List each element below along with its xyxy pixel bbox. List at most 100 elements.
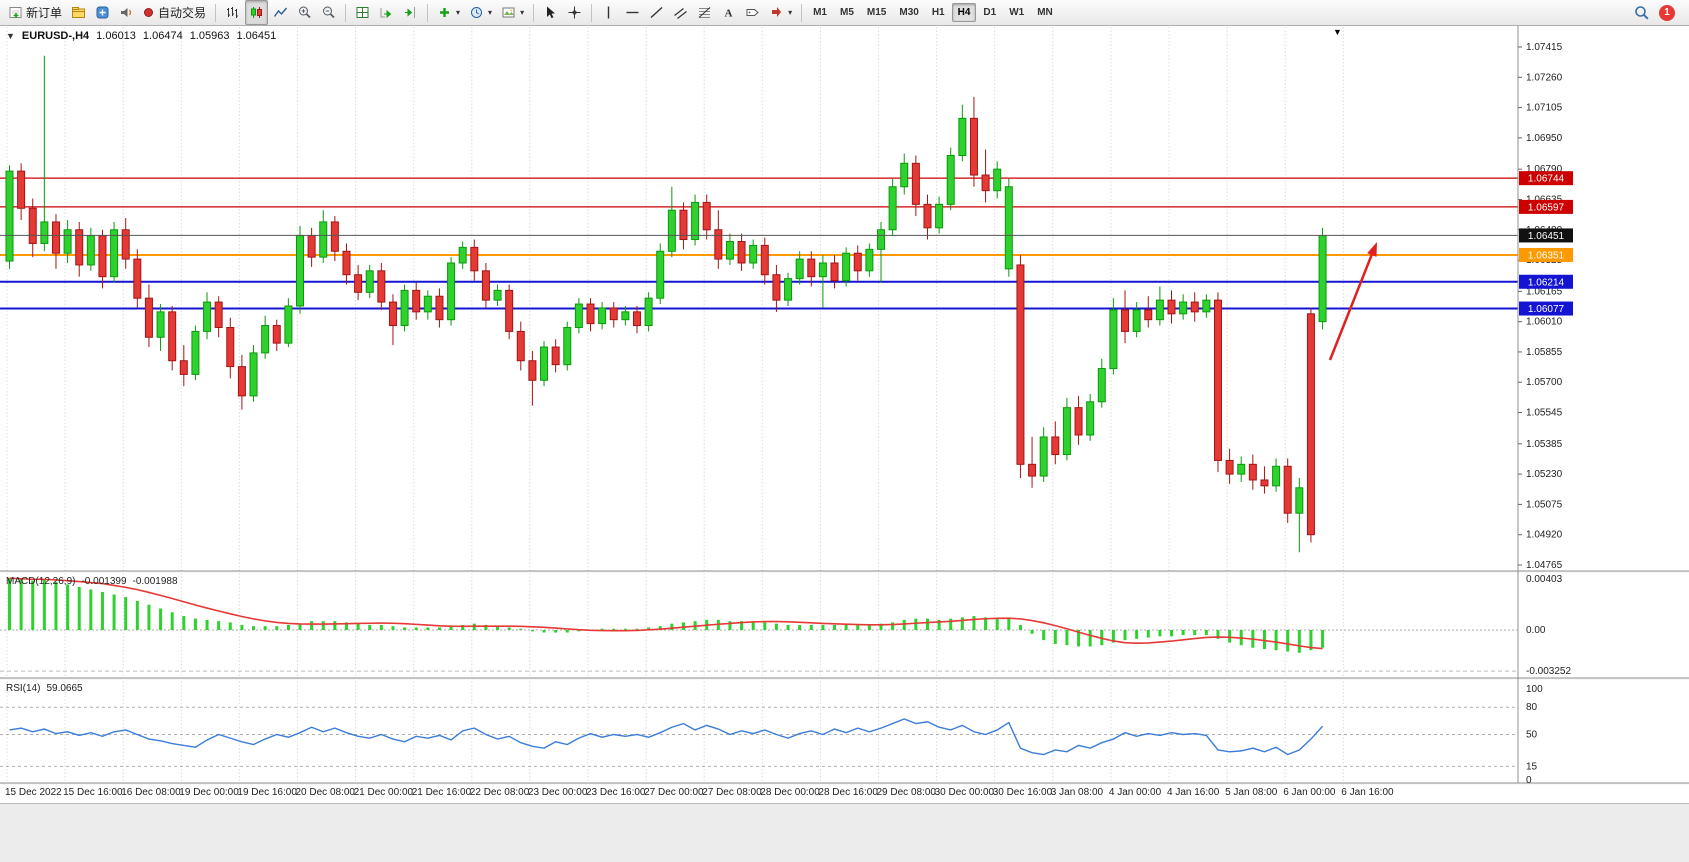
template-button[interactable]: ▾ <box>497 0 528 25</box>
metaeditor-button[interactable] <box>91 0 114 25</box>
chevron-down-icon: ▾ <box>456 8 461 17</box>
time-axis-label: 16 Dec 08:00 <box>121 787 181 798</box>
toolbar-separator <box>533 3 535 22</box>
text-label-button[interactable] <box>741 0 764 25</box>
price-chart[interactable]: 1.074151.072601.071051.069501.067901.066… <box>0 26 1689 803</box>
cursor-icon <box>547 6 556 19</box>
zoom-in-icon <box>299 6 311 19</box>
channel-button[interactable] <box>669 0 692 25</box>
candles-chart-button[interactable] <box>245 0 269 25</box>
notification-badge[interactable]: 1 <box>1659 4 1675 21</box>
svg-text:1.06744: 1.06744 <box>1528 174 1565 185</box>
text-button[interactable]: A <box>717 0 740 25</box>
svg-text:0.00403: 0.00403 <box>1526 574 1563 585</box>
horizontal-line-button[interactable] <box>621 0 644 25</box>
timeframe-button-MN[interactable]: MN <box>1037 7 1053 18</box>
toolbar-separator <box>345 3 347 22</box>
svg-text:1.05855: 1.05855 <box>1526 347 1563 358</box>
line-chart-button[interactable] <box>269 0 292 25</box>
profiles-button[interactable] <box>67 0 90 25</box>
time-axis-label: 6 Jan 00:00 <box>1283 787 1336 798</box>
new-order-button[interactable]: 新订单 <box>4 0 66 25</box>
clock-icon <box>471 7 483 18</box>
candles-chart-icon <box>251 7 263 18</box>
auto-scroll-icon <box>380 8 392 19</box>
cursor-button[interactable] <box>539 0 562 25</box>
time-axis-label: 19 Dec 16:00 <box>237 787 297 798</box>
time-axis-label: 30 Dec 00:00 <box>934 787 995 798</box>
search-icon[interactable] <box>1634 5 1650 21</box>
tile-windows-button[interactable] <box>351 0 374 25</box>
line-chart-icon <box>273 7 288 17</box>
auto-trading-button[interactable]: 自动交易 <box>139 0 210 25</box>
time-axis-label: 27 Dec 08:00 <box>702 787 762 798</box>
chart-close: 1.06451 <box>236 30 277 42</box>
time-axis-label: 22 Dec 08:00 <box>469 787 530 798</box>
zoom-out-icon <box>323 6 335 19</box>
crosshair-button[interactable] <box>563 0 586 25</box>
timeframe-button-M1[interactable]: M1 <box>813 7 827 18</box>
period-button[interactable]: ▾ <box>465 0 496 25</box>
svg-text:1.06077: 1.06077 <box>1528 304 1565 315</box>
chevron-down-icon: ▾ <box>488 8 493 17</box>
svg-text:80: 80 <box>1526 702 1538 713</box>
time-axis-label: 27 Dec 00:00 <box>644 787 704 798</box>
arrows-icon <box>772 7 782 17</box>
horizontal-line-icon <box>626 11 639 14</box>
svg-text:1.04920: 1.04920 <box>1526 530 1563 541</box>
time-axis-label: 28 Dec 00:00 <box>760 787 820 798</box>
chart-shift-marker[interactable]: ▼ <box>1333 27 1342 37</box>
svg-text:1.06451: 1.06451 <box>1528 231 1565 242</box>
sound-icon <box>121 8 132 17</box>
svg-text:0: 0 <box>1526 775 1532 786</box>
template-icon <box>502 7 515 18</box>
svg-text:A: A <box>725 8 733 20</box>
timeframe-button-M30[interactable]: M30 <box>899 7 919 18</box>
crosshair-icon <box>568 6 581 19</box>
svg-text:100: 100 <box>1526 684 1543 695</box>
svg-text:15: 15 <box>1526 761 1538 772</box>
new-chart-button[interactable]: ▾ <box>433 0 464 25</box>
rsi-label: RSI(14) 59.0665 <box>6 683 83 694</box>
bars-chart-button[interactable] <box>221 0 244 25</box>
trendline-icon <box>650 6 663 19</box>
shapes-button[interactable]: ▾ <box>765 0 796 25</box>
auto-trading-label: 自动交易 <box>158 6 207 20</box>
timeframe-button-D1[interactable]: D1 <box>983 7 997 18</box>
timeframe-button-W1[interactable]: W1 <box>1009 7 1025 18</box>
time-axis-label: 5 Jan 08:00 <box>1225 787 1278 798</box>
svg-text:1.04765: 1.04765 <box>1526 560 1563 571</box>
time-axis-label: 3 Jan 08:00 <box>1050 787 1104 798</box>
time-axis-label: 4 Jan 16:00 <box>1167 787 1220 798</box>
chevron-down-icon: ▾ <box>788 8 793 17</box>
timeframe-button-M5[interactable]: M5 <box>840 7 854 18</box>
zoom-in-button[interactable] <box>293 0 316 25</box>
chart-symbol-period: EURUSD-,H4 <box>21 30 90 42</box>
toolbar-right: 1 <box>1634 4 1685 21</box>
svg-text:1.05700: 1.05700 <box>1526 377 1563 388</box>
time-axis-label: 21 Dec 00:00 <box>353 787 414 798</box>
svg-text:1.07260: 1.07260 <box>1526 72 1563 83</box>
fibonacci-button[interactable] <box>693 0 716 25</box>
timeframe-button-H1[interactable]: H1 <box>931 7 945 18</box>
zoom-out-button[interactable] <box>317 0 340 25</box>
vertical-line-icon <box>607 6 610 19</box>
macd-label: MACD(12,26,9) -0.001399 -0.001988 <box>6 576 178 587</box>
timeframe-button-M15[interactable]: M15 <box>866 7 887 18</box>
auto-scroll-button[interactable] <box>375 0 398 25</box>
chart-shift-button[interactable] <box>399 0 422 25</box>
time-axis[interactable]: 15 Dec 2022 15 Dec 16:00 16 Dec 08:00 19 De… <box>0 784 1689 803</box>
one-click-trading-toggle[interactable]: ▼ <box>6 30 15 41</box>
chart-low: 1.05963 <box>189 30 230 42</box>
svg-text:1.06214: 1.06214 <box>1528 277 1565 288</box>
vertical-line-button[interactable] <box>597 0 620 25</box>
sound-button[interactable] <box>115 0 138 25</box>
toolbar-separator <box>427 3 429 22</box>
text-label-icon <box>746 9 759 16</box>
text-icon: A <box>725 8 733 20</box>
timeframe-button-H4[interactable]: H4 <box>951 3 977 22</box>
trendline-button[interactable] <box>645 0 668 25</box>
chart-title: ▼ EURUSD-,H4 1.06013 1.06474 1.05963 1.0… <box>6 30 276 42</box>
time-axis-label: 19 Dec 00:00 <box>179 787 239 798</box>
time-axis-label: 29 Dec 08:00 <box>876 787 937 798</box>
